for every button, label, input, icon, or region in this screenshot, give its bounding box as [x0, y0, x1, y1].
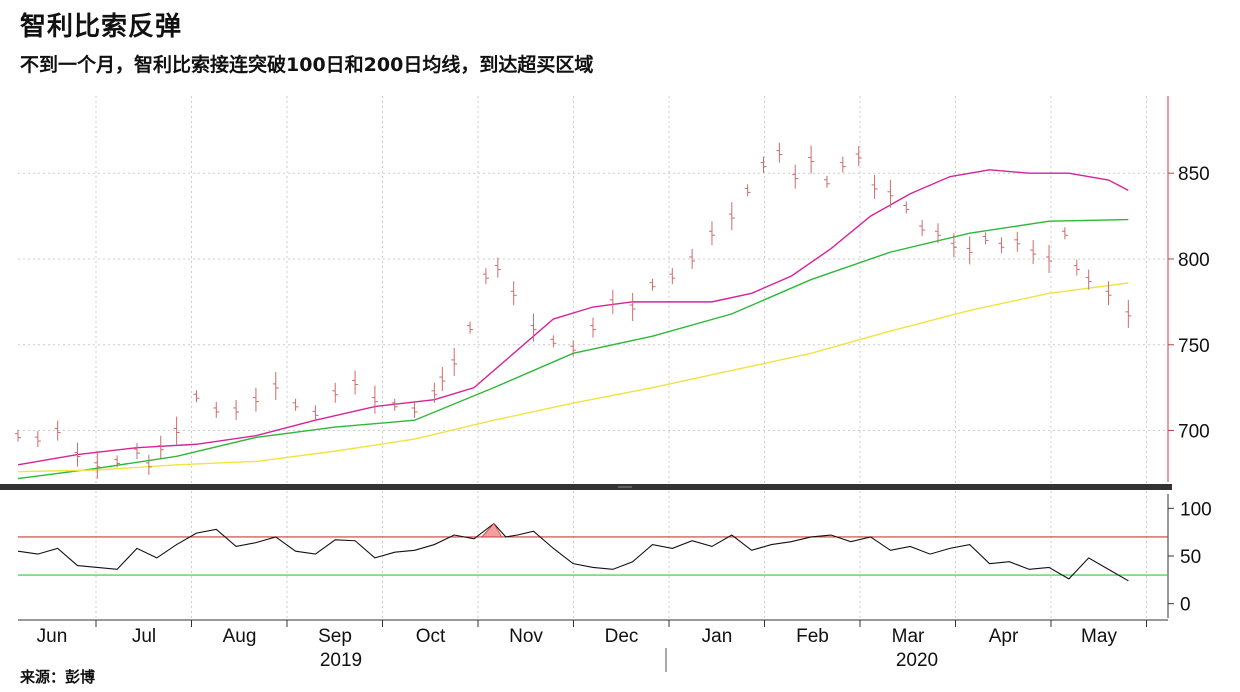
x-month-label: May — [1081, 626, 1117, 647]
x-year-label: 2019 — [320, 650, 362, 671]
rsi-panel: 0 50 100 — [17, 494, 1212, 618]
x-month-label: Jul — [132, 626, 156, 647]
rsi-tick-label: 50 — [1180, 547, 1201, 568]
x-month-label: Aug — [223, 626, 257, 647]
x-axis: Jun Jul Aug Sep Oct Nov Dec Jan Feb Mar Apr May 2019… — [18, 619, 1168, 672]
x-month-label: Nov — [509, 626, 543, 647]
rsi-overbought-fill — [480, 522, 503, 538]
source-note: 来源：彭博 — [20, 668, 96, 686]
y-tick-label: 850 — [1178, 164, 1210, 185]
chart-subtitle: 不到一个月，智利比索接连突破100日和200日均线，到达超买区域 — [20, 54, 594, 76]
y-tick-label: 800 — [1178, 250, 1210, 271]
chart-title: 智利比索反弹 — [20, 12, 183, 42]
y-tick-label: 750 — [1178, 336, 1210, 357]
panel-divider — [0, 484, 1172, 490]
x-month-label: Sep — [318, 626, 352, 647]
price-panel: 700 750 800 850 — [0, 96, 1210, 618]
x-month-label: Mar — [892, 626, 925, 647]
x-month-label: Jun — [37, 626, 68, 647]
rsi-tick-label: 100 — [1180, 499, 1212, 520]
moving-average-line — [17, 282, 1129, 473]
rsi-line — [17, 522, 1129, 582]
x-year-label: 2020 — [896, 650, 938, 671]
y-tick-label: 700 — [1178, 422, 1210, 443]
x-month-label: Apr — [989, 626, 1019, 647]
rsi-tick-label: 0 — [1180, 595, 1191, 616]
x-month-label: Dec — [605, 626, 639, 647]
x-month-label: Feb — [796, 626, 829, 647]
moving-average-line — [17, 169, 1129, 466]
x-month-label: Oct — [416, 626, 446, 647]
x-month-label: Jan — [702, 626, 733, 647]
